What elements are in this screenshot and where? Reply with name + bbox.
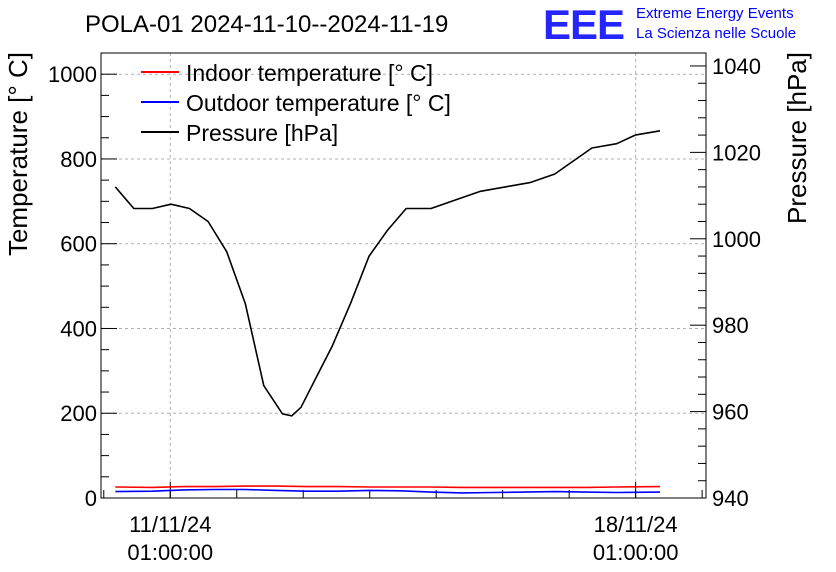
x-tick-label-date: 11/11/24 — [129, 512, 211, 537]
legend: Indoor temperature [° C] Outdoor temperat… — [141, 60, 451, 146]
x-tick-label-time: 01:00:00 — [593, 540, 679, 565]
y-tick-label-right: 940 — [712, 486, 749, 511]
logo-mark: EEE — [543, 1, 624, 48]
chart-title: POLA-01 2024-11-10--2024-11-19 — [85, 11, 448, 38]
y-tick-label-left: 800 — [60, 147, 97, 172]
y-tick-label-right: 1040 — [712, 54, 761, 79]
indoor-temperature-line — [115, 485, 661, 489]
grid — [101, 53, 706, 498]
legend-indoor-label: Indoor temperature [° C] — [186, 60, 433, 86]
outdoor-temperature-line — [115, 488, 661, 494]
y-tick-label-left: 400 — [60, 316, 97, 341]
y-tick-label-left: 600 — [60, 232, 97, 257]
y-axis-label-left: Temperature [° C] — [3, 52, 33, 256]
y-tick-label-right: 960 — [712, 400, 749, 425]
y-axis-label-right: Pressure [hPa] — [782, 52, 812, 224]
plot-frame — [100, 52, 707, 499]
tick-labels: 0 200 400 600 800 1000 940 960 980 1000 1020 1040 11… — [48, 54, 761, 565]
eee-logo: EEE Extreme Energy Events La Scienza nel… — [543, 1, 796, 48]
logo-line2: La Scienza nelle Scuole — [636, 25, 796, 42]
legend-pressure-label: Pressure [hPa] — [186, 120, 338, 146]
y-tick-label-left: 0 — [85, 486, 97, 511]
logo-line1: Extreme Energy Events — [636, 5, 794, 22]
series-group — [114, 130, 661, 494]
y-tick-label-right: 1000 — [712, 227, 761, 252]
legend-outdoor-label: Outdoor temperature [° C] — [186, 90, 451, 116]
x-tick-label-time: 01:00:00 — [127, 540, 213, 565]
y-tick-label-right: 1020 — [712, 140, 761, 165]
y-tick-label-left: 200 — [60, 401, 97, 426]
ticks — [101, 52, 706, 499]
x-tick-label-date: 18/11/24 — [594, 512, 678, 537]
pressure-line — [114, 130, 661, 417]
y-tick-label-left: 1000 — [48, 62, 97, 87]
y-tick-label-right: 980 — [712, 313, 749, 338]
